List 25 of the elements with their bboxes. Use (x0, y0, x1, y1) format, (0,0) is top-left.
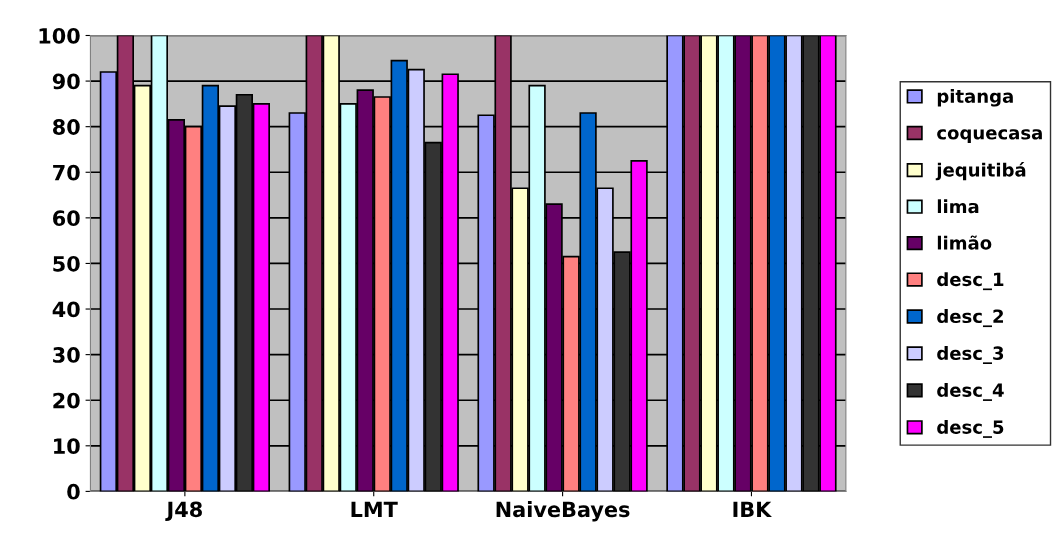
x-tick-label: LMT (351, 501, 398, 517)
y-tick-label: 50 (53, 255, 80, 272)
y-tick-label: 70 (53, 164, 80, 181)
y-tick-label: 0 (67, 483, 80, 500)
y-tick-label: 30 (53, 347, 80, 363)
legend-label: desc_1 (937, 272, 1004, 291)
y-tick-label: 60 (53, 210, 80, 227)
legend-label: desc_3 (937, 346, 1004, 365)
legend-label: limão (937, 235, 992, 250)
x-tick-label: NaiveBayes (496, 501, 630, 522)
x-tick-label: J48 (165, 501, 202, 522)
y-tick-label: 20 (53, 392, 80, 409)
legend-label: coquecasa (937, 129, 1042, 144)
y-tick-label: 80 (53, 119, 80, 135)
y-tick-label: 90 (52, 73, 80, 90)
x-tick-label: IBK (733, 501, 772, 517)
legend-label: desc_5 (937, 419, 1004, 438)
y-tick-label: 100 (39, 27, 80, 44)
legend-label: pitanga (937, 89, 1013, 107)
legend-label: desc_2 (937, 309, 1003, 328)
y-tick-label: 40 (52, 301, 80, 318)
y-tick-label: 10 (54, 438, 80, 455)
legend-label: desc_4 (937, 382, 1004, 401)
legend-label: jequitibá (935, 162, 1026, 181)
legend-label: lima (937, 199, 979, 214)
